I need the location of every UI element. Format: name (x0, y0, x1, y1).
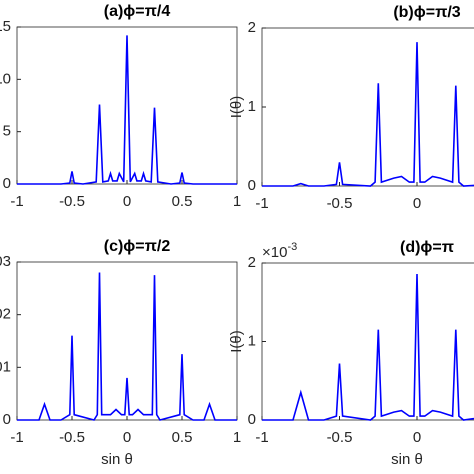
y-tick-label: 2 (248, 254, 256, 271)
x-axis-label: sin θ (101, 451, 133, 468)
y-tick-label: 5 (3, 123, 11, 140)
y-multiplier: ×10-3 (262, 241, 297, 261)
y-tick-label: 0 (3, 175, 11, 192)
x-tick-label: 0 (123, 429, 131, 446)
x-tick-label: -1 (255, 429, 268, 446)
axes-box (261, 27, 474, 187)
x-tick-label: -0.5 (59, 193, 85, 210)
y-axis-label: I(θ) (228, 330, 245, 353)
multiplier-exponent: -3 (287, 241, 297, 253)
x-tick-label: -1 (255, 195, 268, 212)
axes-box (261, 262, 474, 421)
x-tick-label: -0.5 (327, 429, 353, 446)
chart-title: (a)ϕ=π/4 (104, 3, 171, 20)
x-tick-label: 0 (123, 193, 131, 210)
y-tick-label: 0.01 (0, 358, 11, 375)
y-tick-label: 0 (3, 411, 11, 428)
y-tick-label: 15 (0, 18, 11, 35)
chart-title: (c)ϕ=π/2 (104, 238, 171, 255)
data-line (17, 35, 237, 185)
y-tick-label: 0.02 (0, 306, 11, 323)
y-axis-label: I(θ) (228, 96, 245, 119)
chart-title: (d)ϕ=π (400, 239, 454, 256)
y-tick-label: 1 (248, 332, 256, 349)
data-line (262, 42, 474, 187)
x-tick-label: -1 (10, 193, 23, 210)
x-tick-label: -1 (10, 429, 23, 446)
y-tick-label: 10 (0, 70, 11, 87)
x-tick-label: 0 (413, 195, 421, 212)
x-tick-label: 0.5 (172, 429, 193, 446)
chart-title: (b)ϕ=π/3 (393, 4, 460, 21)
data-line (17, 272, 237, 421)
y-tick-label: 1 (248, 98, 256, 115)
y-tick-label: 0.03 (0, 253, 11, 270)
y-tick-label: 0 (248, 177, 256, 194)
x-tick-label: 1 (233, 193, 241, 210)
x-tick-label: 0 (413, 429, 421, 446)
x-tick-label: -0.5 (59, 429, 85, 446)
x-tick-label: 1 (233, 429, 241, 446)
y-tick-label: 0 (248, 411, 256, 428)
x-axis-label: sin θ (391, 451, 423, 468)
x-tick-label: -0.5 (327, 195, 353, 212)
y-tick-label: 2 (248, 19, 256, 36)
axes-box (16, 261, 238, 421)
data-line (262, 273, 474, 421)
multiplier-base: ×10 (262, 244, 287, 261)
x-tick-label: 0.5 (172, 193, 193, 210)
